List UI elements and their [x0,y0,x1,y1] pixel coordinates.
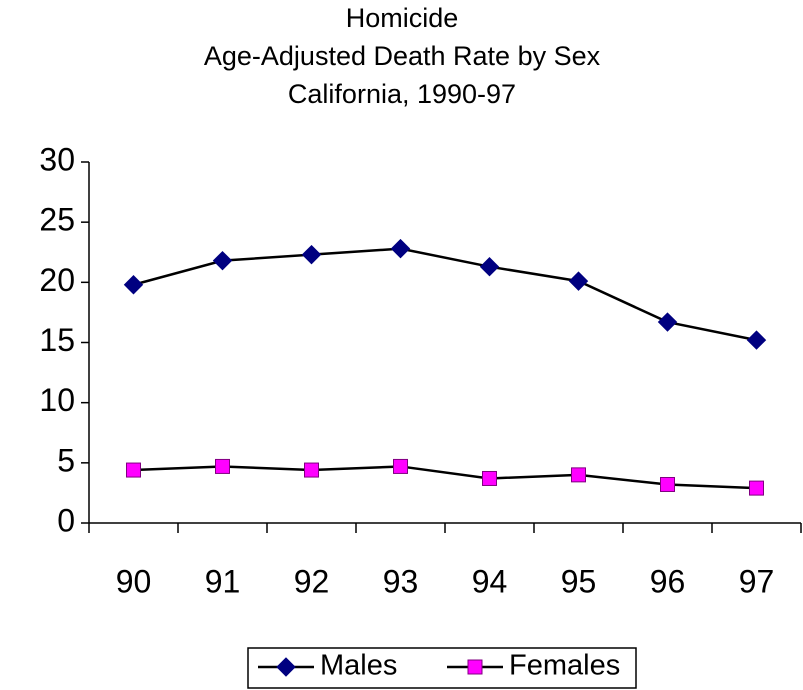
y-tick-label: 10 [39,382,75,418]
y-tick-label: 0 [57,502,75,538]
chart-title: Age-Adjusted Death Rate by Sex [204,41,601,71]
data-point [215,458,230,474]
y-tick-label: 20 [39,262,75,298]
data-point [479,256,500,277]
data-point [301,244,322,265]
data-point [749,480,764,496]
y-tick-label: 25 [39,202,75,238]
data-point [568,271,589,291]
series-line [133,465,757,490]
data-point [390,238,411,259]
x-tick-label: 95 [561,563,597,599]
data-point [571,467,586,483]
data-point [212,250,233,271]
legend-marker [467,659,483,675]
data-point [482,470,497,486]
data-point [746,330,767,350]
y-tick-label: 30 [39,141,75,177]
legend-label: Males [320,650,397,682]
x-tick-label: 91 [205,563,241,599]
x-tick-label: 96 [650,563,686,599]
data-point [304,462,319,478]
chart-title: California, 1990-97 [288,79,516,109]
legend-marker [276,657,296,677]
x-tick-label: 90 [116,563,152,599]
legend-label: Females [509,650,620,682]
data-point [393,458,408,474]
data-point [123,275,144,295]
x-tick-label: 97 [739,563,775,599]
data-point [660,476,675,492]
series-line [133,247,757,342]
data-point [126,462,141,478]
data-point [657,312,678,332]
chart-title: Homicide [346,3,459,33]
y-tick-label: 5 [57,442,75,478]
x-tick-label: 94 [472,563,508,599]
x-tick-label: 92 [294,563,330,599]
y-tick-label: 15 [39,322,75,358]
x-tick-label: 93 [383,563,419,599]
